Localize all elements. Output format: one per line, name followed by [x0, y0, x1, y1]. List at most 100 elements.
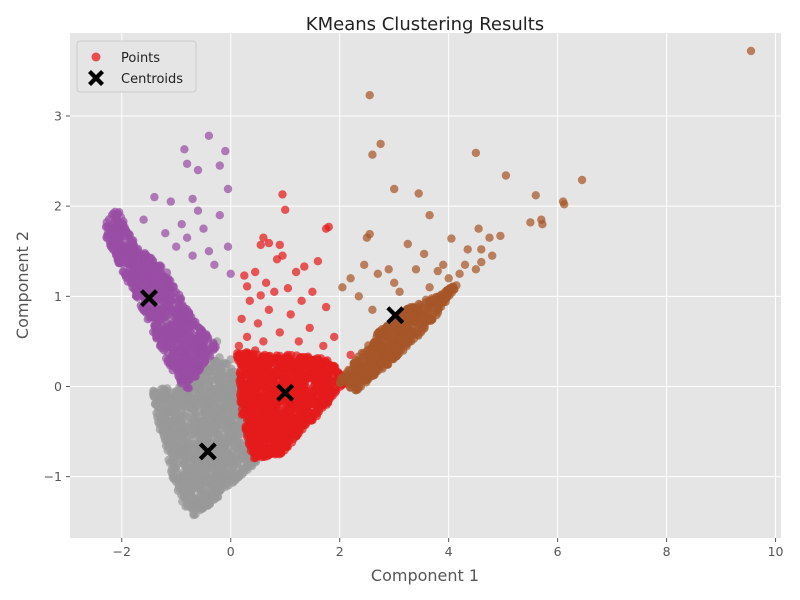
- data-point: [256, 291, 265, 300]
- data-point: [139, 306, 148, 315]
- data-point: [188, 251, 197, 260]
- data-point: [231, 476, 240, 485]
- data-point: [259, 451, 268, 460]
- data-point: [393, 350, 402, 359]
- legend-points-marker: [91, 52, 101, 62]
- data-point: [169, 473, 178, 482]
- data-point: [477, 257, 486, 267]
- legend: Points Centroids: [76, 40, 197, 93]
- data-point: [233, 353, 243, 363]
- y-axis-label: Component 2: [13, 231, 32, 339]
- data-point: [378, 358, 387, 368]
- data-point: [392, 334, 402, 343]
- data-point: [197, 474, 207, 483]
- x-tick-label: 4: [445, 544, 453, 559]
- data-point: [191, 342, 200, 351]
- data-point: [281, 205, 290, 214]
- data-point: [244, 362, 253, 371]
- x-tick-label: 10: [768, 544, 784, 559]
- data-point: [216, 477, 225, 487]
- data-point: [242, 332, 252, 342]
- x-axis-label: Component 1: [371, 566, 479, 585]
- data-point: [311, 373, 320, 382]
- data-point: [577, 175, 587, 185]
- data-point: [356, 364, 366, 373]
- data-point: [256, 240, 265, 250]
- data-point: [286, 310, 295, 319]
- data-point: [113, 248, 122, 257]
- data-point: [166, 424, 175, 433]
- data-point: [115, 208, 124, 217]
- data-point: [560, 200, 569, 209]
- data-point: [261, 426, 271, 435]
- data-point: [182, 159, 192, 168]
- cluster-points: [101, 46, 756, 520]
- data-point: [278, 190, 287, 199]
- data-point: [223, 184, 233, 194]
- data-point: [215, 211, 224, 220]
- data-point: [297, 296, 306, 305]
- data-point: [418, 315, 427, 324]
- data-point: [252, 449, 261, 458]
- x-tick-label: −2: [113, 544, 131, 559]
- data-point: [746, 46, 756, 56]
- data-point: [394, 326, 403, 335]
- data-point: [368, 341, 378, 350]
- data-point: [338, 283, 347, 292]
- data-point: [183, 325, 192, 334]
- centroid-markers: [140, 289, 405, 461]
- data-point: [294, 337, 303, 346]
- legend-label-points: Points: [121, 51, 160, 66]
- data-point: [285, 406, 294, 415]
- data-point: [271, 450, 280, 459]
- data-point: [254, 418, 263, 428]
- x-tick-label: 8: [663, 544, 671, 559]
- data-point: [166, 197, 175, 206]
- data-point: [157, 286, 166, 295]
- data-point: [216, 453, 225, 462]
- data-point: [211, 356, 221, 366]
- data-point: [204, 247, 214, 256]
- centroid-marker: [276, 383, 295, 402]
- data-point: [360, 375, 369, 384]
- data-point: [264, 444, 273, 453]
- data-point: [166, 287, 176, 296]
- data-point: [234, 341, 244, 351]
- data-point: [296, 410, 306, 419]
- data-point: [183, 398, 192, 408]
- data-point: [221, 384, 230, 393]
- data-point: [296, 353, 305, 362]
- centroid-marker: [198, 442, 217, 461]
- data-point: [283, 284, 293, 293]
- data-point: [477, 245, 486, 254]
- data-point: [321, 224, 331, 233]
- data-point: [368, 150, 377, 159]
- data-point: [154, 294, 163, 303]
- data-point: [223, 242, 233, 251]
- data-point: [439, 260, 448, 269]
- data-point: [354, 292, 363, 301]
- data-point: [207, 395, 216, 404]
- data-point: [109, 233, 118, 243]
- data-point: [217, 459, 226, 468]
- data-point: [293, 362, 302, 372]
- data-point: [296, 369, 305, 379]
- data-point: [221, 146, 230, 156]
- data-point: [132, 291, 141, 301]
- data-point: [155, 307, 165, 316]
- data-point: [125, 230, 134, 240]
- data-point: [182, 233, 192, 242]
- data-point: [346, 350, 355, 360]
- data-point: [249, 352, 258, 362]
- data-point: [239, 464, 249, 473]
- data-point: [183, 383, 192, 392]
- data-point: [264, 238, 274, 248]
- data-point: [180, 145, 189, 154]
- data-point: [207, 488, 216, 497]
- data-point: [251, 267, 260, 277]
- data-point: [251, 346, 260, 355]
- data-point: [193, 165, 203, 175]
- data-point: [471, 265, 481, 274]
- data-point: [287, 371, 297, 381]
